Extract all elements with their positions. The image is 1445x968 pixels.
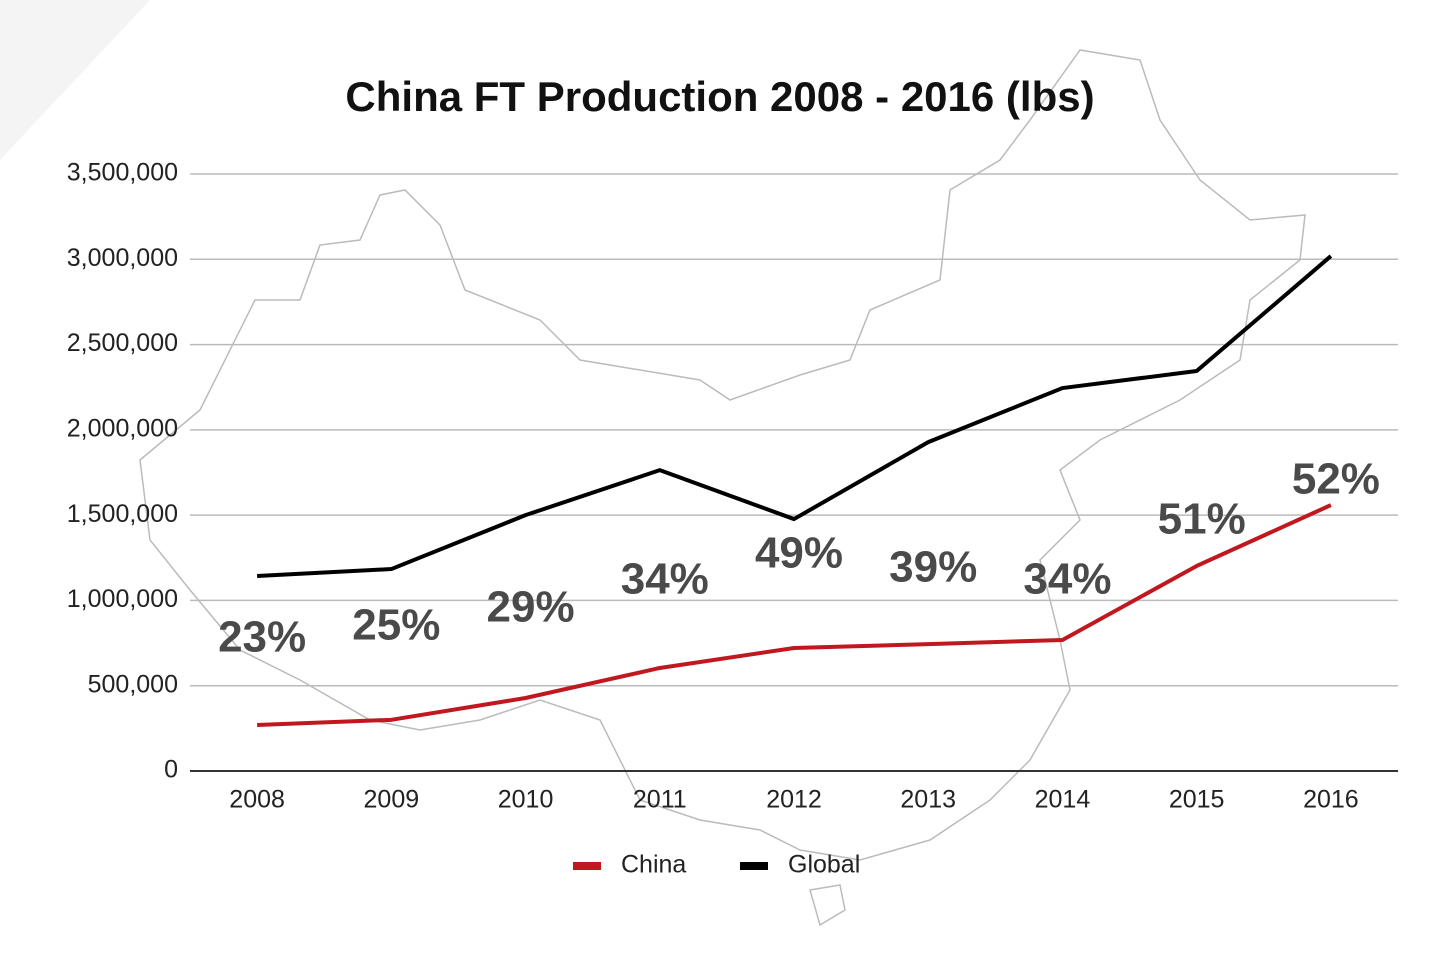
y-tick-label: 3,000,000 (67, 244, 178, 272)
x-tick-label: 2010 (498, 786, 554, 814)
y-tick-label: 2,500,000 (67, 329, 178, 357)
x-tick-label: 2009 (364, 786, 420, 814)
y-tick-label: 2,000,000 (67, 414, 178, 442)
legend-swatch (573, 862, 601, 870)
x-tick-label: 2015 (1169, 786, 1225, 814)
x-tick-label: 2012 (766, 786, 822, 814)
legend-swatch (740, 862, 768, 870)
annotation: 39% (889, 543, 977, 592)
annotation: 29% (487, 583, 575, 632)
legend-label: Global (788, 851, 860, 879)
annotation: 51% (1158, 495, 1246, 544)
annotation: 25% (352, 601, 440, 650)
chart-title: China FT Production 2008 - 2016 (lbs) (345, 73, 1094, 120)
x-tick-label: 2013 (900, 786, 956, 814)
x-tick-label: 2008 (229, 786, 285, 814)
x-tick-label: 2011 (633, 786, 687, 814)
y-tick-label: 1,500,000 (67, 500, 178, 528)
y-tick-label: 1,000,000 (67, 585, 178, 613)
line-series (257, 254, 1333, 579)
annotation: 49% (755, 529, 843, 578)
y-tick-label: 0 (164, 756, 178, 784)
y-tick-label: 500,000 (88, 670, 178, 698)
x-tick-label: 2014 (1035, 786, 1091, 814)
annotation: 52% (1292, 455, 1380, 504)
y-tick-label: 3,500,000 (67, 159, 178, 187)
x-tick-label: 2016 (1303, 786, 1359, 814)
legend-label: China (621, 851, 686, 879)
annotation: 34% (1023, 555, 1111, 604)
annotation: 23% (218, 613, 306, 662)
annotation: 34% (621, 555, 709, 604)
line-series (257, 503, 1332, 727)
